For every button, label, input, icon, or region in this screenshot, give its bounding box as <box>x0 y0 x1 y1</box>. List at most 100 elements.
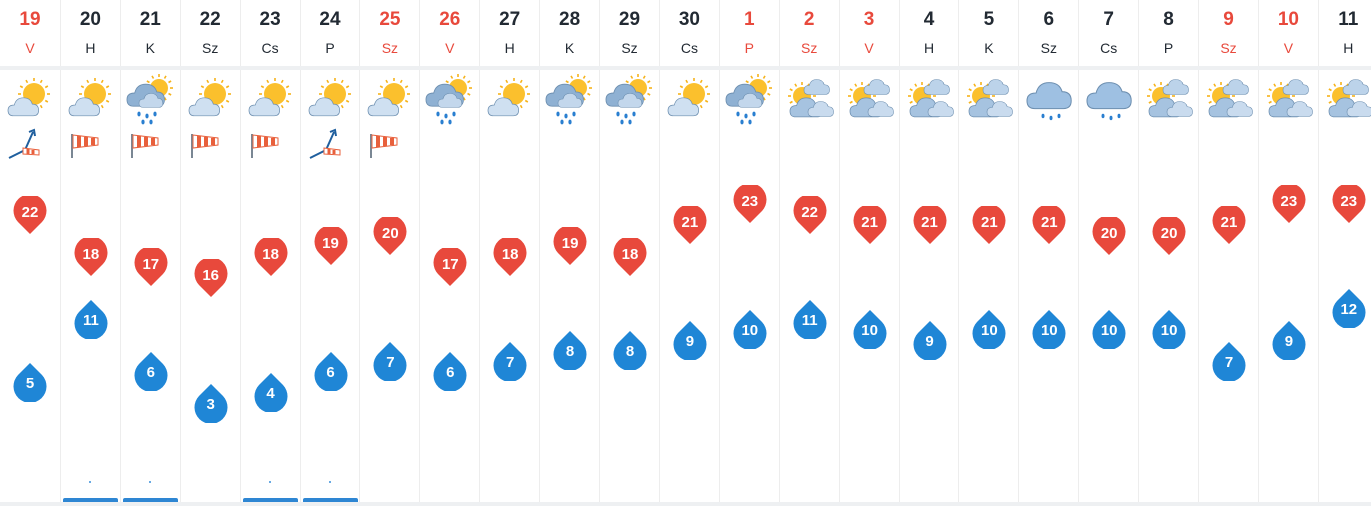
day-column[interactable]: 5 K 21 10 <box>958 0 1018 506</box>
max-temp-pin: 21 <box>972 206 1006 246</box>
day-number: 2 <box>803 9 815 30</box>
day-column[interactable]: 4 H 21 9 <box>898 0 959 506</box>
precipitation-bar <box>242 498 298 502</box>
max-temp-pin: 18 <box>613 237 647 278</box>
day-header: 22 Sz <box>181 0 240 66</box>
day-column[interactable]: 21 K 17 6 <box>119 0 180 506</box>
day-column[interactable]: 29 Sz 18 8 <box>599 0 659 506</box>
windsock-icon <box>190 134 219 158</box>
day-column[interactable]: 11 H 23 12 <box>1317 0 1371 506</box>
max-temp-value: 23 <box>741 193 759 210</box>
day-column[interactable]: 7 Cs 20 10 <box>1078 0 1138 506</box>
min-temp-drop: 6 <box>134 351 168 391</box>
min-temp-drop: 6 <box>314 351 348 391</box>
day-column[interactable]: 8 P 20 10 <box>1138 0 1198 506</box>
sun-cloud-rain-icon <box>425 74 473 125</box>
max-temp-pin: 21 <box>853 206 887 246</box>
max-temp-pin: 16 <box>194 258 228 299</box>
min-temp-value: 10 <box>741 322 759 339</box>
day-name: P <box>325 40 335 56</box>
min-temp-drop: 4 <box>254 372 288 412</box>
day-column[interactable]: 22 Sz 16 3 <box>179 0 240 506</box>
min-temp-drop: 10 <box>1152 309 1186 349</box>
min-temp-drop: 6 <box>433 351 467 391</box>
precipitation-bar <box>302 498 358 502</box>
day-header: 30 Cs <box>660 0 719 66</box>
precipitation-bar <box>122 498 178 502</box>
min-temp-drop: 8 <box>613 330 647 370</box>
day-name: Sz <box>621 40 638 56</box>
day-name: H <box>85 40 96 56</box>
day-header: 25 Sz <box>360 0 419 66</box>
max-temp-pin: 17 <box>433 248 467 288</box>
day-number: 20 <box>79 9 101 30</box>
day-header: 23 Cs <box>241 0 300 66</box>
day-header: 7 Cs <box>1079 0 1138 66</box>
day-column[interactable]: 25 Sz 20 7 <box>359 0 419 506</box>
max-temp-pin: 21 <box>673 206 707 246</box>
sun-clouds-icon <box>967 79 1014 118</box>
min-temp-drop: 7 <box>1212 341 1246 381</box>
day-column[interactable]: 30 Cs 21 9 <box>658 0 719 506</box>
max-temp-value: 22 <box>21 203 39 221</box>
sun-cloud-icon <box>368 78 411 117</box>
max-temp-pin: 21 <box>913 206 947 246</box>
min-temp-drop: 7 <box>493 341 527 381</box>
max-temp-pin: 21 <box>1212 206 1246 246</box>
sun-cloud-icon <box>667 78 710 117</box>
max-temp-value: 17 <box>441 256 459 273</box>
max-temp-value: 20 <box>1160 224 1178 242</box>
sun-clouds-icon <box>847 79 894 118</box>
min-temp-drop: 10 <box>853 309 887 349</box>
day-column[interactable]: 28 K 19 8 <box>539 0 599 506</box>
sun-clouds-icon <box>907 79 954 118</box>
day-name: P <box>744 40 754 56</box>
day-column[interactable]: 10 V 23 9 <box>1257 0 1318 506</box>
day-header: 29 Sz <box>600 0 659 66</box>
min-temp-value: 3 <box>206 395 215 413</box>
precipitation-dot <box>328 481 331 483</box>
day-header: 4 H <box>900 0 959 66</box>
day-column[interactable]: 6 Sz 21 10 <box>1018 0 1078 506</box>
day-number: 22 <box>199 9 221 30</box>
wind-direction-icon <box>8 128 40 159</box>
max-temp-pin: 18 <box>254 237 288 278</box>
min-temp-value: 8 <box>565 343 575 360</box>
day-number: 3 <box>863 9 875 30</box>
day-number: 29 <box>618 9 641 30</box>
day-column[interactable]: 19 V 22 5 <box>0 0 60 506</box>
day-number: 8 <box>1163 9 1174 30</box>
cloud-rain-icon <box>1086 82 1132 121</box>
max-temp-pin: 17 <box>134 248 168 288</box>
windsock-icon <box>370 134 398 158</box>
day-name: V <box>445 40 455 56</box>
min-temp-value: 9 <box>685 332 695 350</box>
max-temp-value: 18 <box>621 245 639 263</box>
day-number: 30 <box>678 9 700 30</box>
min-temp-drop: 11 <box>74 299 108 339</box>
windsock-icon <box>250 134 279 158</box>
sun-cloud-icon <box>188 78 231 117</box>
day-column[interactable]: 2 Sz 22 11 <box>778 0 839 506</box>
day-column[interactable]: 26 V 17 6 <box>419 0 479 506</box>
min-temp-drop: 10 <box>733 309 767 349</box>
max-temp-pin: 20 <box>1152 216 1186 257</box>
precipitation-dot <box>148 481 151 483</box>
day-header: 2 Sz <box>780 0 839 66</box>
day-number: 23 <box>259 9 281 30</box>
day-name: Cs <box>1100 40 1118 56</box>
day-number: 26 <box>439 9 461 30</box>
day-column[interactable]: 1 P 23 10 <box>718 0 779 506</box>
max-temp-pin: 18 <box>74 237 108 278</box>
day-column[interactable]: 24 P 19 6 <box>299 0 360 506</box>
day-number: 11 <box>1338 9 1359 30</box>
day-column[interactable]: 27 H 18 7 <box>479 0 539 506</box>
day-number: 4 <box>923 9 935 30</box>
day-column[interactable]: 9 Sz 21 7 <box>1198 0 1258 506</box>
day-column[interactable]: 20 H 18 11 <box>59 0 120 506</box>
min-temp-drop: 10 <box>1032 309 1066 349</box>
sun-clouds-icon <box>1266 79 1313 118</box>
day-column[interactable]: 3 V 21 10 <box>838 0 899 506</box>
day-column[interactable]: 23 Cs 18 4 <box>239 0 300 506</box>
sun-clouds-icon <box>1326 79 1371 118</box>
